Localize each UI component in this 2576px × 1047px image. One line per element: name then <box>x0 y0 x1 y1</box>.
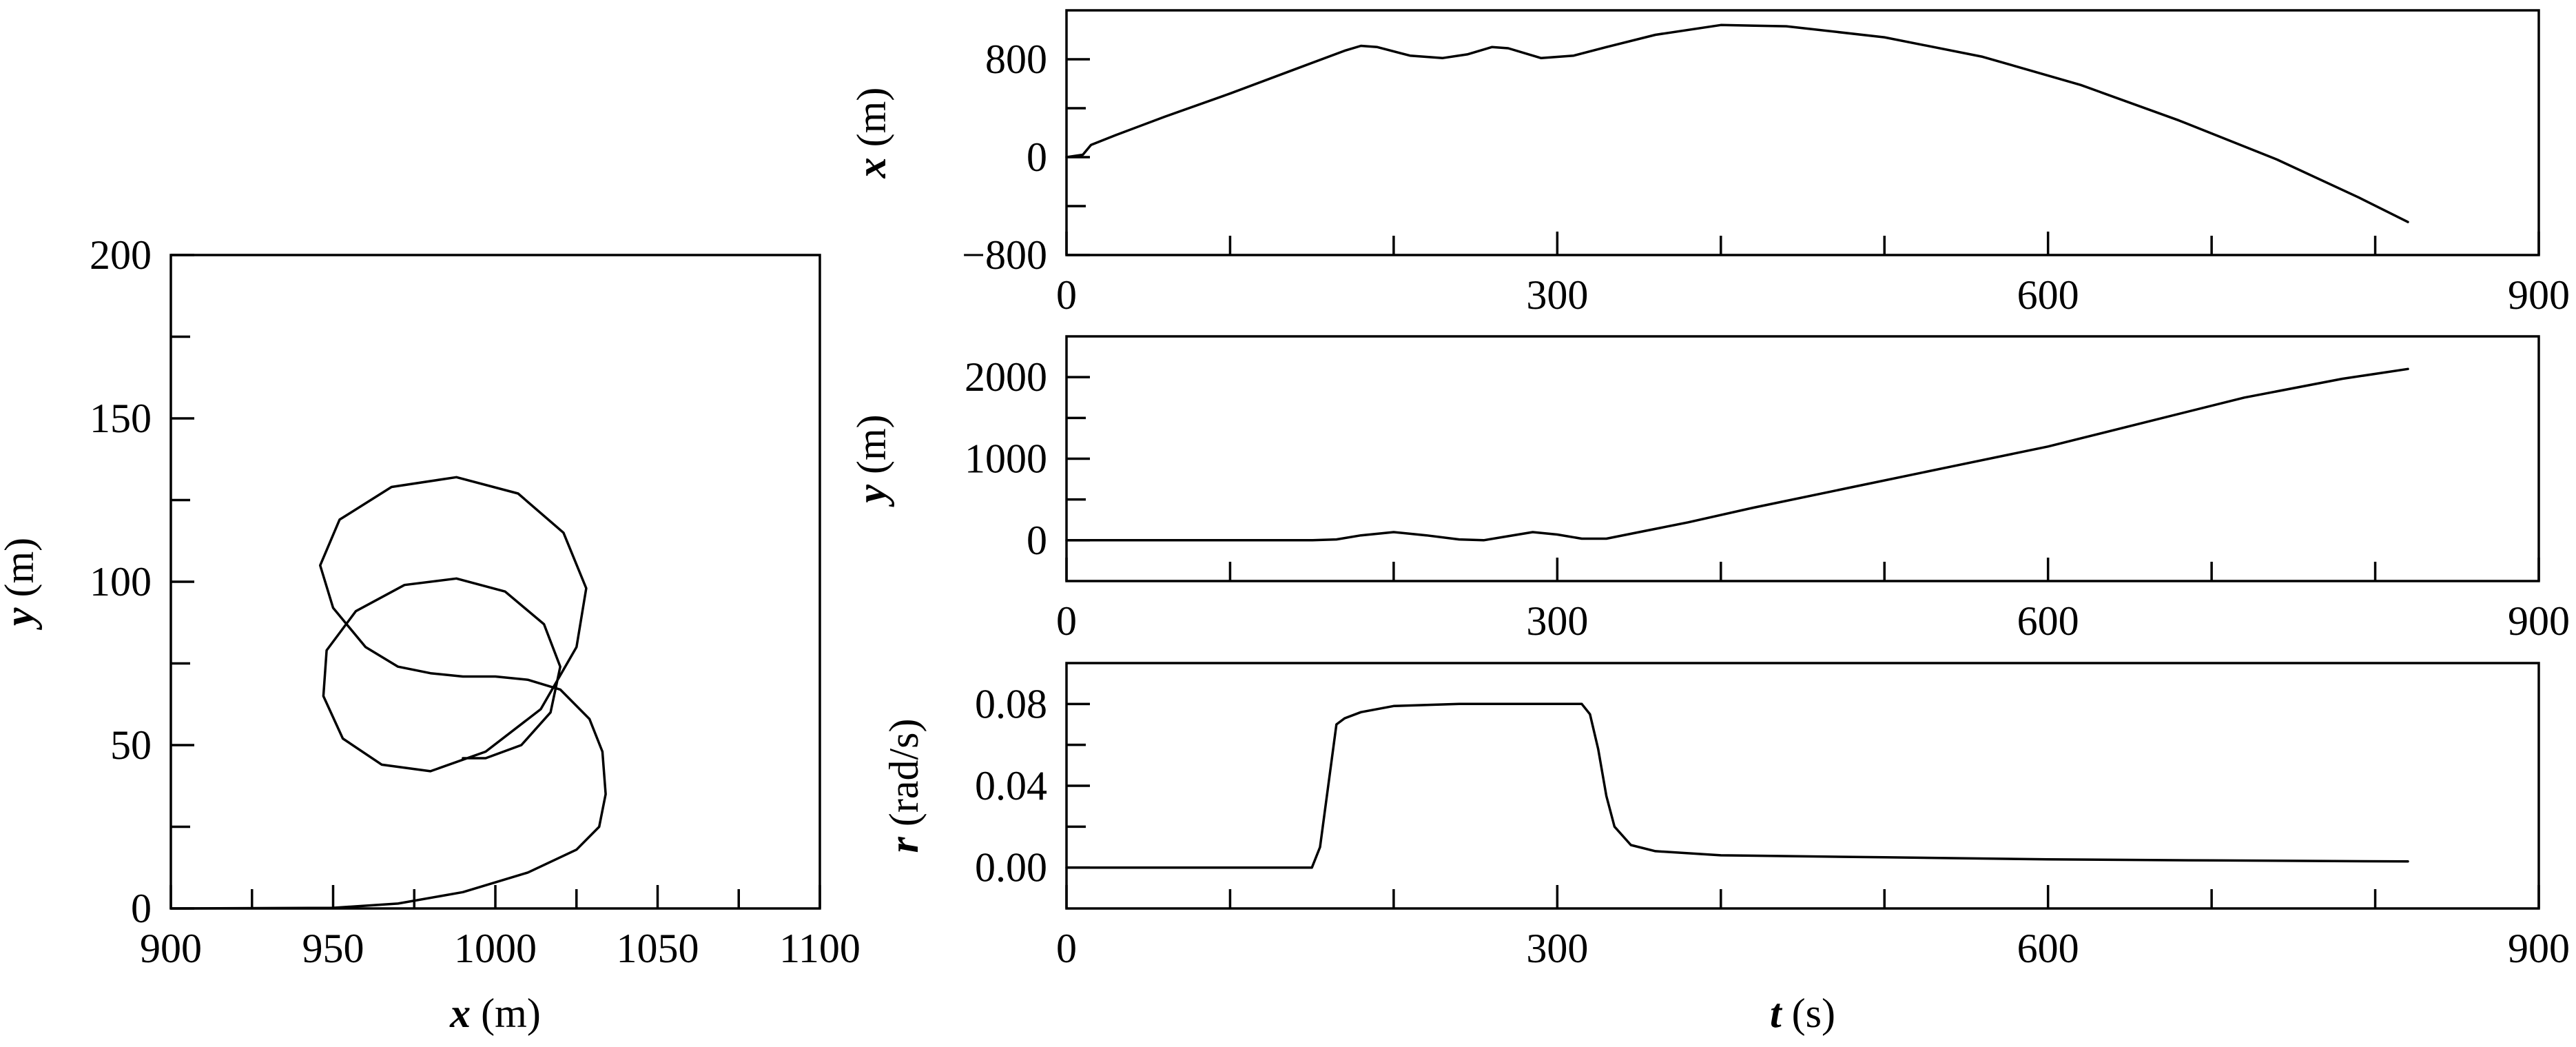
x-tick-label: 900 <box>2508 272 2570 318</box>
x-tick-label: 600 <box>2017 272 2079 318</box>
y-tick-label: 0.00 <box>975 845 1047 891</box>
y-axis-label: x (m) <box>849 88 894 179</box>
y-tick-label: 150 <box>90 396 152 441</box>
y-tick-label: −800 <box>962 232 1047 278</box>
y-tick-label: 1000 <box>965 436 1047 482</box>
y-axis-unit: (m) <box>0 538 42 608</box>
y-tick-label: 0 <box>131 886 152 931</box>
x-axis-symbol: x <box>449 990 471 1036</box>
x-tick-label: 1100 <box>779 926 861 971</box>
y-axis-label: r (rad/s) <box>881 719 927 853</box>
y-tick-label: 50 <box>110 722 152 768</box>
chart-rt: 0 300 600 900 0.00 0.04 0.08 r (rad/s) t (s) <box>881 662 2570 1036</box>
x-tick-label: 600 <box>2017 926 2079 971</box>
y-axis-unit: (m) <box>849 414 894 485</box>
series-line-traj <box>169 476 607 910</box>
x-tick-label: 1050 <box>617 926 699 971</box>
chart-yt: 0 300 600 900 0 1000 2000 y (m) <box>849 335 2570 644</box>
y-tick-label: 0.08 <box>975 681 1047 726</box>
y-axis-symbol: x <box>849 157 894 179</box>
x-axis-symbol: t <box>1770 990 1783 1036</box>
x-axis-label: t (s) <box>1770 990 1835 1036</box>
y-axis-unit: (rad/s) <box>881 719 927 837</box>
y-tick-label: 800 <box>985 37 1047 82</box>
x-tick-label: 900 <box>2508 926 2570 971</box>
y-axis-symbol: r <box>881 836 927 853</box>
y-tick-label: 100 <box>90 559 152 604</box>
y-axis-symbol: y <box>0 607 42 630</box>
x-tick-label: 300 <box>1526 926 1588 971</box>
plot-frame <box>1065 9 2540 256</box>
x-tick-label: 900 <box>140 926 202 971</box>
x-tick-label: 0 <box>1056 926 1077 971</box>
y-axis-symbol: y <box>849 485 894 507</box>
plot-frame <box>1065 335 2540 582</box>
series-line-xt <box>1065 23 2409 223</box>
x-tick-label: 600 <box>2017 598 2079 644</box>
x-tick-label: 300 <box>1526 272 1588 318</box>
x-tick-label: 300 <box>1526 598 1588 644</box>
y-tick-label: 200 <box>90 232 152 278</box>
y-tick-label: 0.04 <box>975 763 1047 809</box>
series-line-rt <box>1065 702 2409 869</box>
plot-frame <box>1065 662 2540 910</box>
x-axis-label: x (m) <box>449 990 541 1036</box>
y-tick-label: 0 <box>1027 518 1047 563</box>
series-line-yt <box>1065 367 2409 542</box>
y-tick-label: 0 <box>1027 134 1047 180</box>
plot-frame <box>169 254 821 910</box>
x-tick-label: 0 <box>1056 598 1077 644</box>
x-axis-unit: (s) <box>1782 990 1835 1036</box>
x-tick-label: 1000 <box>454 926 537 971</box>
y-axis-label: y (m) <box>849 414 894 507</box>
y-axis-unit: (m) <box>849 88 894 158</box>
x-axis-unit: (m) <box>471 990 541 1036</box>
x-tick-label: 950 <box>302 926 364 971</box>
x-tick-label: 900 <box>2508 598 2570 644</box>
y-axis-label: y (m) <box>0 538 42 630</box>
y-tick-label: 2000 <box>965 354 1047 400</box>
x-tick-label: 0 <box>1056 272 1077 318</box>
